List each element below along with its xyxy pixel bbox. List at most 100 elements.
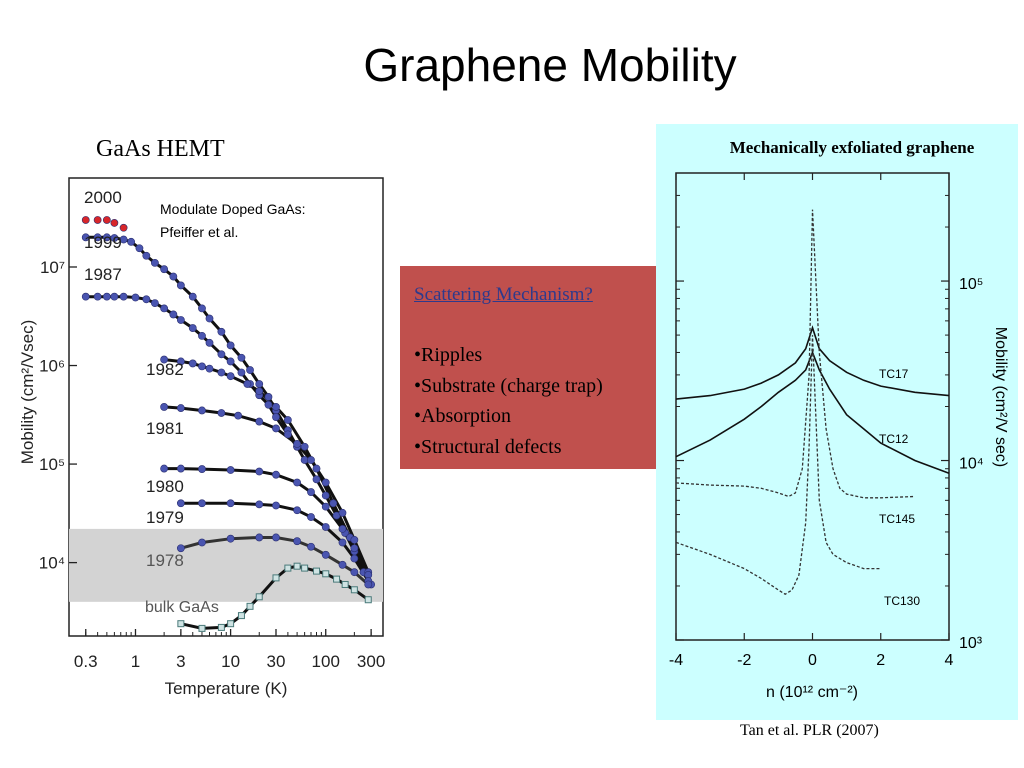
gaas-point-1982: [329, 499, 338, 508]
gaas-point-1987: [119, 292, 128, 301]
label-bulk-gaas: bulk GaAs: [145, 599, 219, 616]
gaas-point-1999: [226, 341, 235, 350]
gaas-point-1999: [81, 233, 90, 242]
gaas-point-bulk-gaas: [227, 620, 235, 628]
gaas-point-1981: [217, 409, 226, 417]
graphene-y-tick-label: 10⁴: [959, 456, 984, 473]
gaas-point-1999: [321, 491, 330, 500]
gaas-point-1982: [300, 442, 309, 451]
gaas-point-1980: [307, 488, 315, 496]
gaas-point-1979: [176, 499, 185, 508]
gaas-point-1987: [93, 292, 102, 301]
gaas-point-1999: [135, 244, 144, 253]
gaas-point-2000: [93, 216, 102, 224]
label-tc12: TC12: [879, 432, 909, 446]
gaas-point-1982: [188, 359, 197, 368]
gaas-point-1981: [160, 403, 169, 411]
gaas-point-1987: [264, 400, 273, 409]
graphene-x-tick-label: 4: [945, 652, 954, 669]
gaas-point-1999: [110, 234, 119, 242]
graphene-series-line-tc12: [675, 350, 950, 474]
gaas-point-bulk-gaas: [217, 623, 225, 631]
gaas-point-1987: [205, 338, 214, 347]
gaas-point-1987: [81, 292, 90, 301]
bullet-substrate: •Substrate (charge trap): [414, 374, 603, 397]
label-2000: 2000: [84, 188, 122, 207]
gaas-point-2000: [110, 219, 119, 227]
gaas-point-bulk-gaas: [246, 602, 254, 610]
pfeiffer-annotation-line2: Pfeiffer et al.: [160, 224, 238, 240]
gaas-point-1999: [142, 251, 151, 260]
gaas-point-1981: [293, 440, 301, 448]
gaas-point-1981: [272, 424, 280, 433]
gaas-point-bulk-gaas: [333, 575, 341, 583]
gaas-point-1999: [119, 235, 128, 244]
gaas-point-1987: [198, 331, 206, 340]
gaas-point-1980: [293, 478, 301, 487]
graphene-x-tick-label: -2: [737, 652, 751, 669]
gaas-point-2000: [102, 216, 111, 224]
gaas-point-1978: [350, 568, 359, 577]
bullet-absorption: •Absorption: [414, 405, 512, 427]
gaas-point-1980: [272, 470, 280, 479]
label-1999: 1999: [84, 233, 122, 252]
gaas-point-1999: [264, 393, 273, 401]
gaas-y-tick-label: 10⁴: [39, 554, 65, 573]
gaas-point-1979: [272, 501, 280, 510]
gaas-point-1987: [226, 357, 235, 366]
gaas-point-1987: [142, 295, 151, 304]
gaas-point-2000: [81, 216, 90, 224]
scattering-list: •Ripples •Substrate (charge trap) •Absor…: [414, 340, 603, 462]
gaas-point-1987: [151, 299, 159, 308]
label-tc145: TC145: [879, 512, 915, 526]
citation: Tan et al. PLR (2007): [740, 722, 879, 739]
gaas-point-1987: [188, 324, 197, 332]
gaas-x-tick-label: 100: [312, 652, 340, 671]
gaas-point-1978: [176, 544, 185, 553]
gaas-point-bulk-gaas: [301, 564, 309, 572]
gaas-point-1978: [364, 580, 373, 589]
gaas-point-1981: [307, 456, 315, 464]
gaas-point-1980: [198, 465, 206, 473]
gaas-point-1982: [217, 368, 226, 377]
gaas-point-1999: [102, 233, 111, 242]
gaas-point-1980: [176, 464, 185, 473]
gaas-point-1982: [283, 416, 292, 424]
gaas-point-bulk-gaas: [341, 580, 349, 588]
gaas-point-bulk-gaas: [322, 570, 330, 578]
gaas-point-1978: [293, 537, 301, 546]
gaas-point-1979: [321, 523, 330, 531]
label-tc17: TC17: [879, 367, 909, 381]
gaas-point-1978: [272, 533, 280, 542]
graphene-y-axis-label: Mobility (cm²/V sec): [992, 327, 1009, 467]
gaas-x-tick-label: 300: [357, 652, 385, 671]
gaas-point-1982: [176, 357, 185, 366]
graphene-x-tick-label: -4: [669, 652, 683, 669]
gaas-point-1987: [110, 292, 119, 301]
gaas-point-1987: [102, 292, 111, 301]
gaas-point-1982: [312, 464, 321, 473]
gaas-point-1979: [350, 554, 359, 563]
gaas-point-1980: [321, 502, 330, 511]
bullet-ripples: •Ripples: [414, 344, 483, 366]
gaas-point-1981: [176, 404, 185, 412]
gaas-y-tick-label: 10⁵: [39, 455, 65, 474]
slide-title: Graphene Mobility: [363, 39, 737, 91]
gaas-y-axis-label: Mobility (cm²/Vsec): [18, 320, 37, 465]
gaas-point-1980: [255, 467, 264, 476]
gaas-point-1987: [237, 368, 246, 377]
gaas-point-1999: [188, 292, 197, 301]
gaas-x-tick-label: 3: [176, 652, 185, 671]
gaas-point-1987: [217, 350, 226, 359]
gaas-point-1982: [198, 362, 206, 371]
gaas-point-1982: [205, 364, 214, 373]
graphene-x-tick-label: 2: [876, 652, 885, 669]
gaas-point-1980: [350, 544, 359, 553]
gaas-point-1999: [127, 237, 136, 246]
gaas-point-1981: [350, 536, 359, 544]
gaas-point-1982: [243, 380, 252, 388]
graphene-series-line-tc145: [675, 209, 915, 499]
gaas-point-1981: [321, 478, 330, 487]
gaas-point-1987: [160, 304, 169, 313]
scattering-mechanism-link[interactable]: Scattering Mechanism?: [414, 284, 593, 305]
